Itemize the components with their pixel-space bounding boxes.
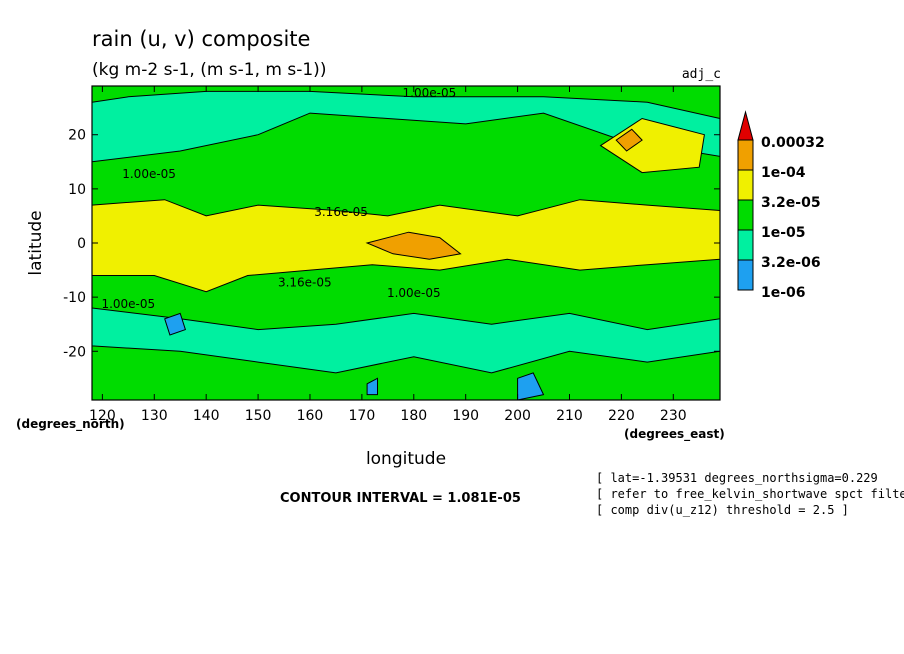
plot-area: 1.00e-05 1.00e-05 3.16e-05 3.16e-05 1.00e-05… — [92, 86, 720, 400]
filled-contours — [92, 90, 720, 400]
colorbar-swatch — [737, 139, 754, 171]
y-tick-label: 0 — [77, 236, 86, 252]
contour-label: 1.00e-05 — [387, 286, 441, 300]
x-tick-label: 220 — [608, 408, 635, 424]
contour-label: 3.16e-05 — [314, 205, 368, 219]
x-tick-label: 170 — [349, 408, 376, 424]
colorbar-label: 3.2e-05 — [761, 195, 821, 211]
colorbar-swatch — [737, 259, 754, 291]
y-unit-label: (degrees_north) — [16, 417, 125, 432]
dataset-label: adj_c — [682, 67, 721, 82]
note-line-3: [ comp div(u_z12) threshold = 2.5 ] — [596, 503, 849, 517]
y-tick-label: -10 — [63, 290, 86, 306]
contour-region-south-teal — [92, 307, 720, 374]
contour-region-blue-spot-1 — [164, 312, 187, 336]
x-tick-label: 130 — [141, 408, 168, 424]
chart-title: rain (u, v) composite — [92, 27, 310, 51]
colorbar-label: 3.2e-06 — [761, 255, 821, 271]
y-tick-label: -20 — [63, 344, 86, 360]
x-tick-label: 200 — [504, 408, 531, 424]
colorbar-swatch — [737, 169, 754, 201]
contour-region-northeast-yellow — [599, 117, 705, 174]
contour-label: 1.00e-05 — [101, 297, 155, 311]
contour-interval: CONTOUR INTERVAL = 1.081E-05 — [280, 491, 521, 506]
y-axis: 20 10 0 -10 -20 — [63, 128, 720, 360]
contour-label: 1.00e-05 — [122, 167, 176, 181]
y-axis-title: latitude — [26, 210, 46, 275]
x-tick-label: 230 — [660, 408, 687, 424]
x-axis-title: longitude — [366, 449, 446, 469]
x-tick-label: 190 — [452, 408, 479, 424]
colorbar: 0.00032 1e-04 3.2e-05 1e-05 3.2e-06 1e-06 — [737, 110, 825, 301]
contour-region-blue-spot-2 — [517, 372, 545, 400]
note-line-2: [ refer to free_kelvin_shortwave spct fi… — [596, 487, 904, 501]
contour-region-blue-spot-3 — [366, 377, 378, 396]
contour-labels: 1.00e-05 1.00e-05 3.16e-05 3.16e-05 1.00e-05… — [101, 86, 456, 311]
x-tick-label: 180 — [400, 408, 427, 424]
chart-subtitle: (kg m-2 s-1, (m s-1, m s-1)) — [92, 60, 326, 80]
y-tick-label: 20 — [68, 128, 86, 144]
colorbar-label: 1e-05 — [761, 225, 806, 241]
contour-region-equatorial-orange — [365, 231, 462, 260]
colorbar-arrow — [737, 110, 754, 141]
x-unit-label: (degrees_east) — [624, 427, 725, 442]
x-tick-label: 140 — [193, 408, 220, 424]
colorbar-swatch — [737, 199, 754, 231]
y-tick-label: 10 — [68, 182, 86, 198]
colorbar-label: 1e-06 — [761, 285, 806, 301]
contour-region-north-orange-spot — [615, 128, 643, 152]
note-line-1: [ lat=-1.39531 degrees_northsigma=0.229 — [596, 471, 878, 485]
colorbar-swatch — [737, 229, 754, 261]
contour-label: 1.00e-05 — [403, 86, 457, 100]
x-tick-label: 160 — [297, 408, 324, 424]
colorbar-label: 1e-04 — [761, 165, 806, 181]
x-axis: 120 130 140 150 160 170 180 190 200 210 220 230 — [89, 86, 687, 424]
contour-label: 3.16e-05 — [278, 275, 332, 289]
colorbar-label: 0.00032 — [761, 135, 825, 151]
contour-region-north-teal — [92, 90, 720, 163]
x-tick-label: 120 — [89, 408, 116, 424]
x-tick-label: 210 — [556, 408, 583, 424]
x-tick-label: 150 — [245, 408, 272, 424]
